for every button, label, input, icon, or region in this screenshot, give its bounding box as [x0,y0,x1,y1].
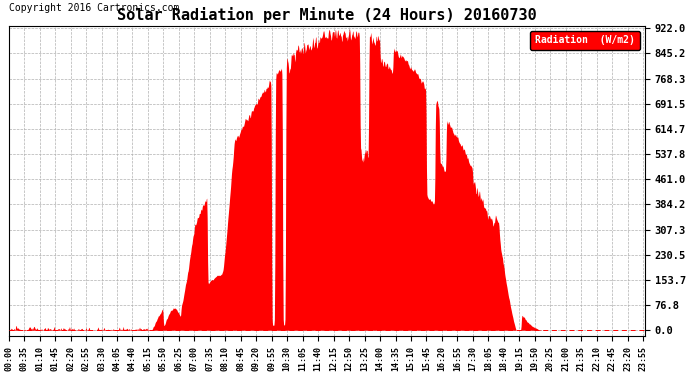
Legend: Radiation  (W/m2): Radiation (W/m2) [531,31,640,50]
Title: Solar Radiation per Minute (24 Hours) 20160730: Solar Radiation per Minute (24 Hours) 20… [117,7,537,23]
Text: Copyright 2016 Cartronics.com: Copyright 2016 Cartronics.com [9,3,179,13]
